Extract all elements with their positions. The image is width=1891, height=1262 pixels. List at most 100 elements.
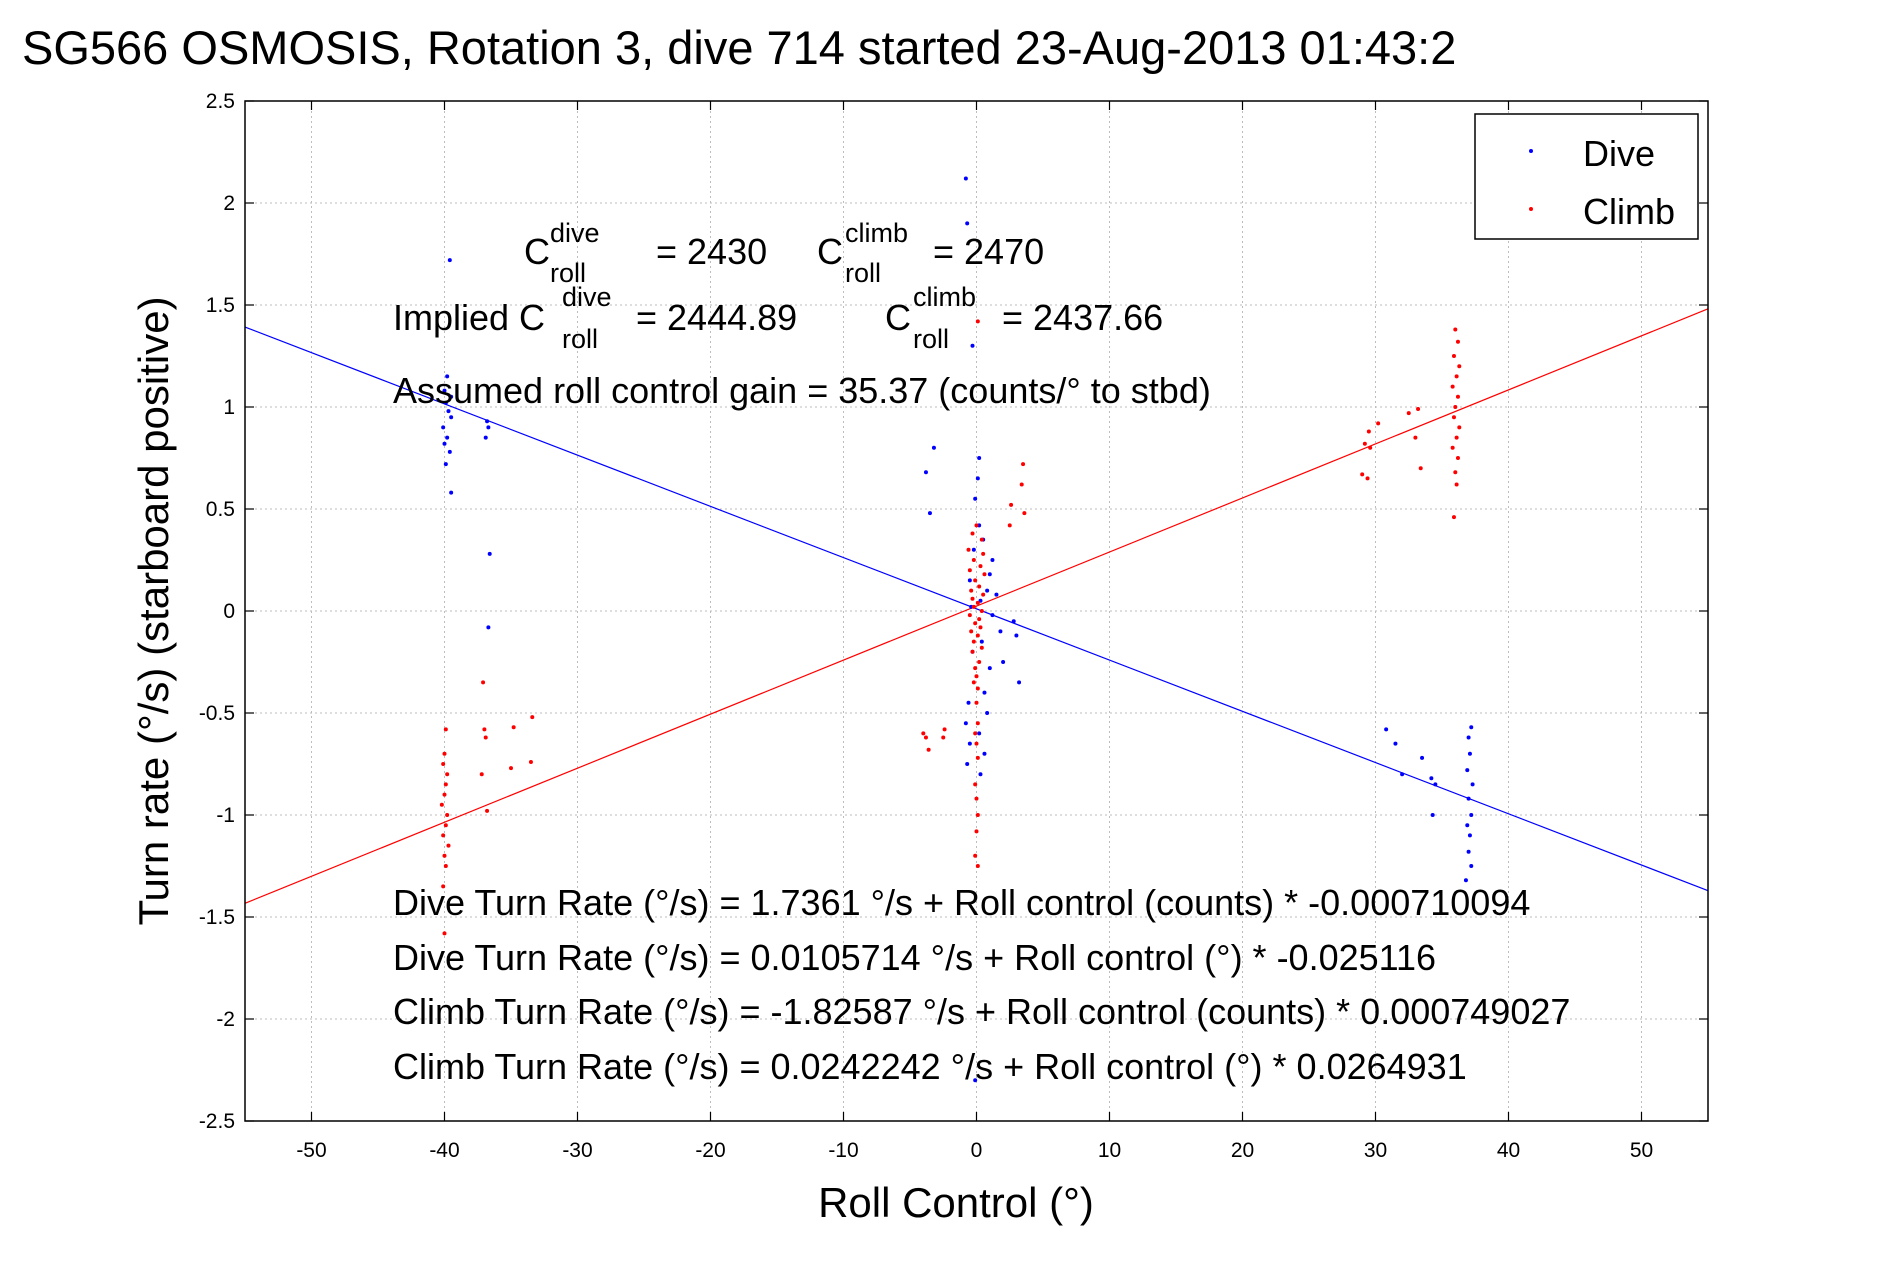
- climb-point: [974, 741, 979, 746]
- c-roll-climb-base: C: [817, 231, 843, 272]
- dive-point: [990, 558, 995, 562]
- dive-point: [1420, 755, 1425, 760]
- x-tick-label: 50: [1630, 1139, 1653, 1162]
- climb-point: [445, 813, 450, 817]
- climb-point: [973, 578, 978, 583]
- dive-point: [1430, 813, 1435, 817]
- dive-point: [483, 435, 488, 440]
- climb-point: [966, 547, 971, 552]
- climb-point: [975, 813, 980, 817]
- climb-point: [442, 853, 447, 858]
- climb-counts-equation: Climb Turn Rate (°/s) = -1.82587 °/s + R…: [393, 991, 1570, 1032]
- dive-point: [963, 721, 968, 726]
- x-tick-label: 20: [1231, 1139, 1254, 1162]
- dive-point: [1467, 751, 1472, 756]
- dive-point: [987, 572, 992, 577]
- c-roll-dive-annotation: C dive roll = 2430: [524, 218, 767, 288]
- climb-point: [511, 725, 516, 730]
- climb-point: [970, 596, 975, 601]
- climb-point: [973, 853, 978, 858]
- dive-point: [966, 700, 971, 705]
- x-tick-label: -30: [562, 1139, 592, 1162]
- c-roll-dive-base: C: [524, 231, 550, 272]
- dive-point: [985, 711, 990, 715]
- dive-point: [987, 666, 992, 671]
- climb-point: [1376, 421, 1381, 426]
- x-tick-label: -40: [429, 1139, 459, 1162]
- chart-title: SG566 OSMOSIS, Rotation 3, dive 714 star…: [22, 21, 1456, 74]
- climb-point: [481, 680, 486, 685]
- implied-dive-prefix: Implied C: [393, 297, 545, 338]
- dive-point: [1463, 878, 1468, 883]
- x-tick-label: -20: [695, 1139, 725, 1162]
- dive-point: [973, 1078, 978, 1083]
- climb-point: [974, 796, 979, 801]
- dive-point: [1466, 735, 1471, 740]
- climb-point: [1455, 456, 1460, 460]
- climb-point: [1365, 476, 1370, 481]
- dive-point: [449, 415, 454, 420]
- dive-series: [441, 176, 1475, 1083]
- climb-point: [979, 645, 984, 650]
- dive-point: [1466, 849, 1471, 854]
- dive-point: [443, 462, 448, 467]
- climb-point: [975, 686, 980, 691]
- y-tick-label: -0.5: [199, 702, 235, 725]
- dive-point: [990, 613, 995, 618]
- climb-point: [971, 680, 976, 685]
- climb-point: [1453, 470, 1458, 475]
- legend-dive-label: Dive: [1583, 133, 1655, 174]
- legend-climb-label: Climb: [1583, 191, 1675, 232]
- dive-point: [485, 419, 490, 424]
- climb-point: [441, 884, 446, 889]
- legend: Dive Climb: [1474, 113, 1699, 240]
- climb-point: [1453, 327, 1458, 332]
- climb-point: [1362, 441, 1367, 446]
- dive-counts-equation: Dive Turn Rate (°/s) = 1.7361 °/s + Roll…: [393, 882, 1530, 923]
- y-tick-label: -1.5: [199, 906, 235, 929]
- climb-point: [443, 782, 448, 787]
- climb-point: [1021, 462, 1026, 467]
- dive-point: [965, 221, 970, 226]
- dive-point: [927, 511, 932, 516]
- dive-point: [1011, 619, 1016, 624]
- climb-point: [439, 802, 444, 807]
- dive-point: [446, 409, 451, 414]
- roll-gain-annotation: Assumed roll control gain = 35.37 (count…: [393, 370, 1211, 411]
- climb-point: [1360, 472, 1365, 477]
- data-points: [439, 176, 1475, 1083]
- dive-point: [978, 772, 983, 777]
- climb-point: [921, 731, 926, 736]
- dive-point: [1001, 660, 1006, 664]
- dive-point: [1469, 864, 1474, 868]
- y-tick-label: 2.5: [206, 90, 235, 113]
- climb-point: [1455, 394, 1460, 399]
- dive-point: [1433, 782, 1438, 787]
- climb-point: [1450, 445, 1455, 450]
- dive-point: [445, 435, 450, 440]
- dive-point: [1017, 680, 1022, 685]
- climb-point: [530, 715, 535, 720]
- dive-point: [1465, 768, 1470, 773]
- climb-point: [1451, 415, 1456, 420]
- dive-point: [447, 449, 452, 454]
- climb-point: [974, 523, 979, 528]
- c-roll-climb-sup: climb: [845, 218, 908, 248]
- y-tick-label: -2.5: [199, 1110, 235, 1133]
- climb-point: [974, 829, 979, 834]
- climb-point: [446, 843, 451, 848]
- legend-dive-marker: [1529, 149, 1533, 153]
- x-tick-label: -10: [828, 1139, 858, 1162]
- dive-point: [982, 690, 987, 695]
- dive-point: [1467, 833, 1472, 838]
- climb-point: [482, 727, 487, 732]
- dive-point: [979, 639, 984, 644]
- climb-point: [441, 833, 446, 838]
- climb-point: [1009, 502, 1014, 507]
- climb-point: [528, 759, 533, 764]
- climb-point: [1007, 523, 1012, 528]
- legend-climb-marker: [1529, 207, 1533, 211]
- climb-point: [974, 674, 979, 679]
- climb-point: [1454, 374, 1459, 379]
- dive-point: [923, 470, 928, 475]
